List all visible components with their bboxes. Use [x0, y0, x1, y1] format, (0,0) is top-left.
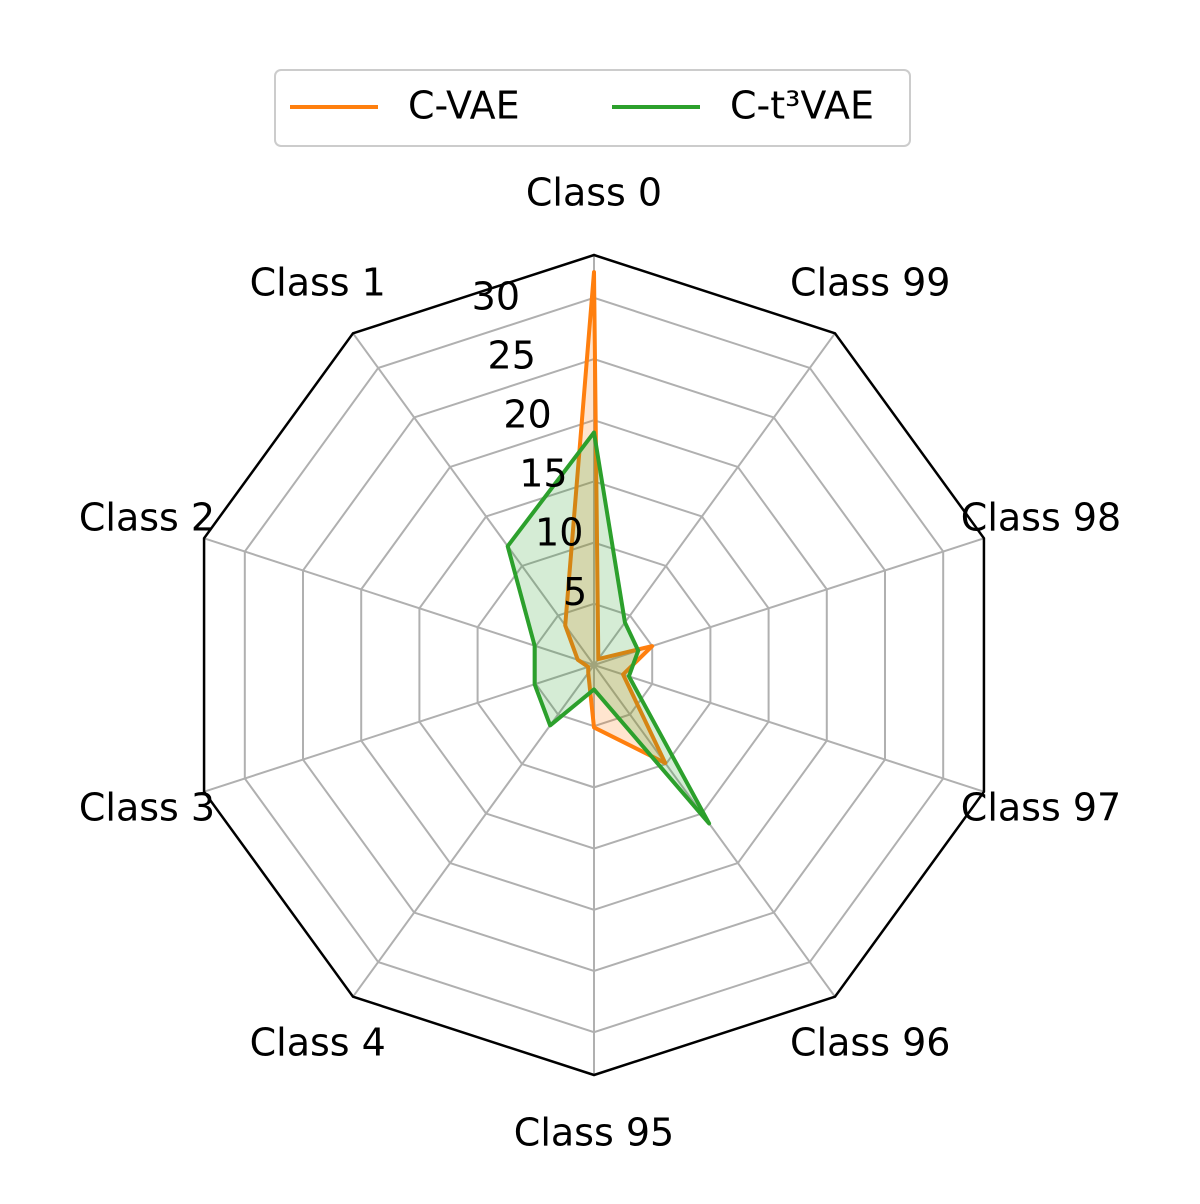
category-label: Class 99 [790, 260, 950, 304]
spoke [593, 664, 985, 793]
category-label: Class 4 [250, 1021, 386, 1065]
category-label: Class 3 [79, 786, 215, 830]
spoke [352, 332, 595, 666]
category-label: Class 95 [514, 1111, 674, 1155]
legend-label: C-VAE [408, 84, 520, 128]
category-label: Class 96 [790, 1021, 950, 1065]
series-area [565, 272, 666, 764]
series-area [507, 432, 710, 824]
spoke [593, 537, 985, 666]
category-label: Class 1 [250, 260, 386, 304]
r-tick-label: 30 [472, 274, 520, 318]
r-tick-label: 5 [563, 570, 587, 614]
category-label: Class 2 [79, 495, 215, 539]
category-label: Class 97 [961, 786, 1121, 830]
legend-box [274, 69, 911, 147]
r-tick-label: 20 [503, 392, 551, 436]
spoke [593, 664, 836, 998]
spoke [203, 537, 595, 666]
series-line [563, 270, 668, 766]
spoke [203, 664, 595, 793]
r-tick-label: 25 [488, 333, 536, 377]
r-tick-label: 15 [519, 452, 567, 496]
legend-label: C-t³VAE [730, 84, 874, 128]
frame [202, 253, 986, 1077]
r-tick-label: 10 [535, 511, 583, 555]
category-label: Class 98 [961, 495, 1121, 539]
series-line [505, 430, 712, 826]
category-label: Class 0 [526, 171, 662, 215]
spoke [593, 332, 836, 666]
